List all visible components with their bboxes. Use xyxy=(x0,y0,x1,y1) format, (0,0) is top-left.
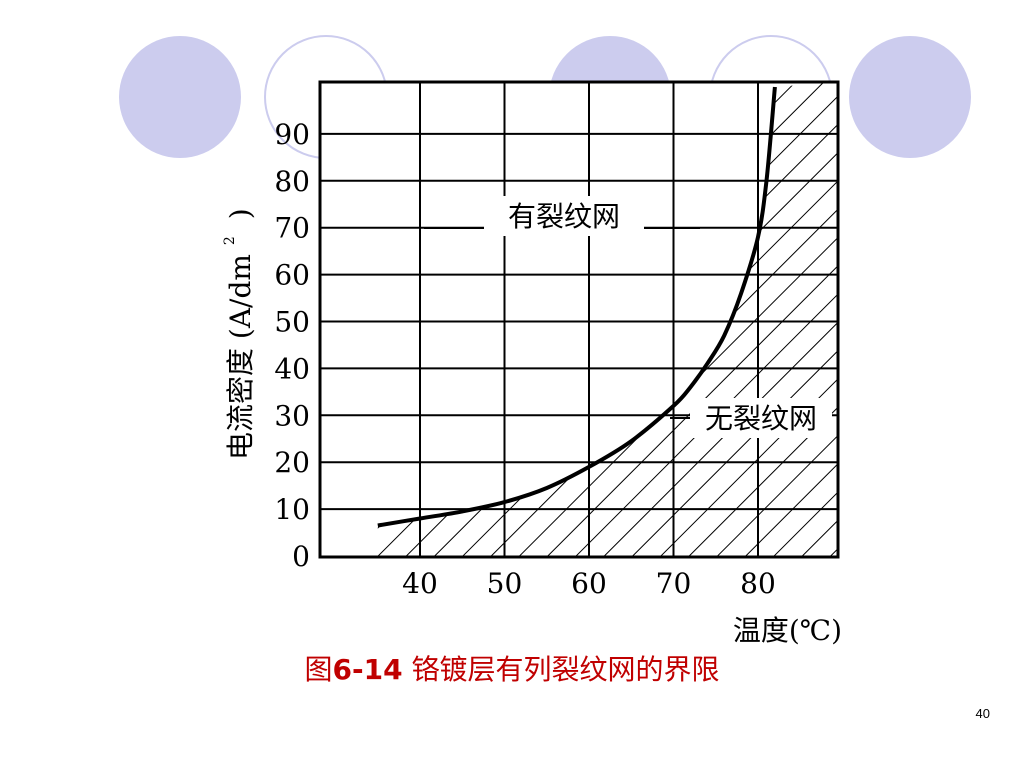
svg-text:电流密度 (A/dm 2 ): 电流密度 (A/dm 2 ) xyxy=(208,208,257,460)
x-tick-label: 40 xyxy=(402,567,438,600)
annotation-no-crack: 无裂纹网 xyxy=(670,398,832,438)
y-tick-label: 90 xyxy=(274,118,310,151)
x-tick-label: 50 xyxy=(487,567,523,600)
caption-text: 铬镀层有列裂纹网的界限 xyxy=(402,653,720,686)
grid xyxy=(320,82,838,557)
deco-circle-filled xyxy=(849,36,971,158)
annotation-bg xyxy=(484,196,644,236)
y-tick-label: 80 xyxy=(274,165,310,198)
y-axis-title-main: 电流密度 (A/dm xyxy=(224,254,257,460)
boundary-curve xyxy=(377,86,777,528)
hatch-fill xyxy=(377,82,838,557)
y-tick-label: 30 xyxy=(274,399,310,432)
y-axis-title-close: ) xyxy=(224,208,257,219)
caption-number: 6-14 xyxy=(332,653,403,686)
y-axis-title-superscript: 2 xyxy=(222,236,238,245)
x-tick-labels: 40 50 60 70 80 xyxy=(402,567,776,600)
y-tick-label: 20 xyxy=(274,446,310,479)
figure-caption: 图6-14 铬镀层有列裂纹网的界限 xyxy=(0,648,1024,688)
y-tick-label: 40 xyxy=(274,352,310,385)
x-tick-label: 80 xyxy=(740,567,776,600)
caption-prefix: 图 xyxy=(304,653,333,686)
y-tick-label: 70 xyxy=(274,212,310,245)
curve-line xyxy=(377,86,777,528)
x-tick-label: 60 xyxy=(571,567,607,600)
y-tick-label: 60 xyxy=(274,259,310,292)
annotation-text-no-crack: 无裂纹网 xyxy=(705,402,817,435)
y-tick-label: 50 xyxy=(274,306,310,339)
x-tick-label: 70 xyxy=(656,567,692,600)
y-tick-label: 0 xyxy=(292,540,310,573)
plot-frame xyxy=(318,80,840,559)
y-axis-title: 电流密度 (A/dm 2 ) xyxy=(208,208,257,460)
deco-circle-filled xyxy=(119,36,241,158)
x-axis-title: 温度(℃) xyxy=(733,614,842,647)
no-crack-hatched-region xyxy=(377,82,838,557)
y-tick-labels: 0 10 20 30 40 50 60 70 80 90 xyxy=(274,118,310,573)
y-tick-label: 10 xyxy=(274,493,310,526)
annotation-cracked: 有裂纹网 xyxy=(424,196,700,236)
annotation-text-cracked: 有裂纹网 xyxy=(508,200,620,233)
annotation-bg xyxy=(690,398,832,438)
page-number: 40 xyxy=(975,706,990,721)
